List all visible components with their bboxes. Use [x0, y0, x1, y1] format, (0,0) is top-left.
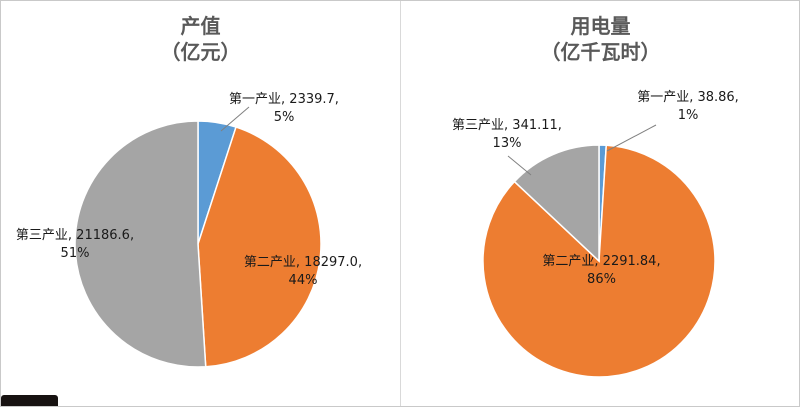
- pie-slice-2: [197, 126, 322, 368]
- data-label-primary-industry: 第一产业, 2339.7, 5%: [229, 92, 339, 125]
- data-label-tertiary-industry: 第三产业, 341.11, 13%: [452, 118, 562, 151]
- pie-slice-3: [74, 120, 207, 368]
- chart-panel-electricity: 用电量 （亿千瓦时） 第一产业, 38.86, 1% 第二产业, 2291.84…: [401, 1, 799, 406]
- chart-title-electricity: 用电量 （亿千瓦时）: [401, 13, 799, 65]
- data-label-secondary-industry: 第二产业, 18297.0, 44%: [243, 255, 363, 288]
- chart-panel-output-value: 产值 （亿元） 第一产业, 2339.7, 5% 第二产业, 18297.0, …: [1, 1, 400, 406]
- chart-subtitle-text: （亿千瓦时）: [540, 40, 661, 64]
- leader-line-primary-industry: [220, 106, 250, 132]
- pie-slice-3: [513, 144, 600, 263]
- leader-line-tertiary-industry: [507, 155, 532, 176]
- data-label-primary-industry: 第一产业, 38.86, 1%: [637, 90, 739, 123]
- leader-line-primary-industry: [606, 124, 657, 152]
- data-label-secondary-industry: 第二产业, 2291.84, 86%: [542, 254, 661, 287]
- chart-title-text: 产值: [180, 14, 221, 38]
- pie-chart-output-value: [74, 106, 322, 368]
- chart-title-text: 用电量: [570, 14, 631, 38]
- panel-divider: [400, 1, 401, 406]
- data-label-tertiary-industry: 第三产业, 21186.6, 51%: [15, 228, 135, 261]
- watermark-corner: [1, 395, 58, 406]
- pie-chart-electricity: [482, 124, 716, 378]
- chart-subtitle-text: （亿元）: [160, 40, 241, 64]
- chart-title-output-value: 产值 （亿元）: [1, 13, 400, 65]
